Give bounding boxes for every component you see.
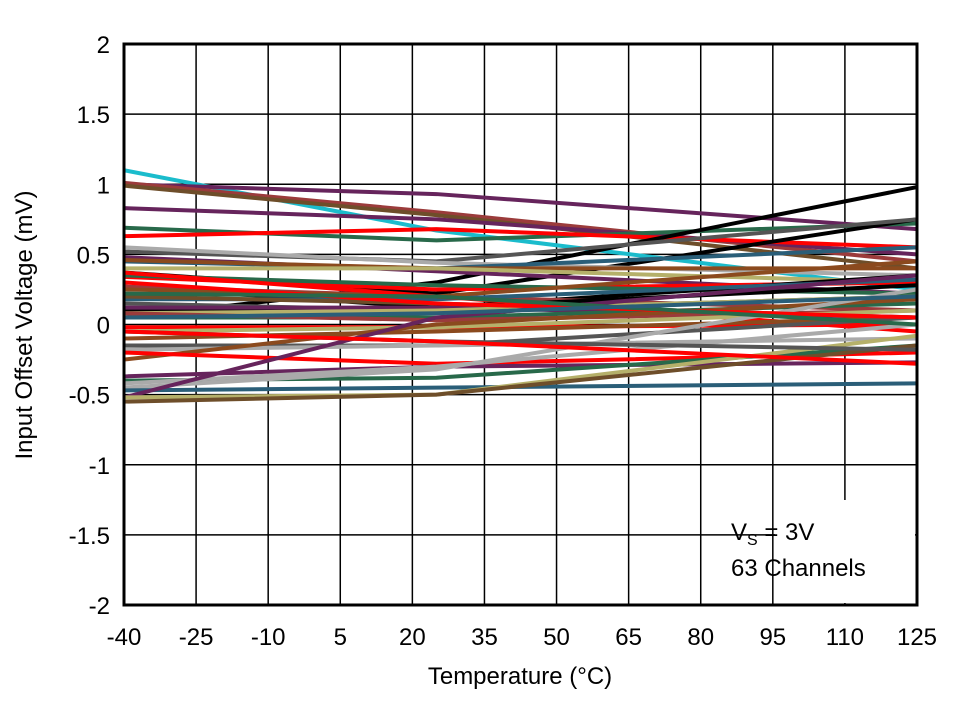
series-lines — [123, 168, 918, 404]
y-tick-label: 0 — [97, 313, 110, 340]
y-tick-label: -1.5 — [69, 523, 110, 550]
x-axis-title: Temperature (°C) — [428, 663, 612, 690]
annotation-supply: VS = 3V — [731, 519, 814, 549]
x-tick-label: -10 — [251, 624, 286, 651]
channel-line — [123, 291, 918, 327]
channel-line — [123, 297, 918, 362]
x-tick-label: -40 — [107, 624, 142, 651]
y-tick-label: 1.5 — [77, 102, 110, 129]
x-tick-label: 80 — [687, 624, 714, 651]
channel-line — [123, 273, 918, 400]
annotation-channels: 63 Channels — [731, 555, 866, 582]
x-tick-label: 125 — [897, 624, 937, 651]
x-tick-label: -25 — [179, 624, 214, 651]
channel-line — [123, 280, 918, 320]
y-tick-label: -0.5 — [69, 383, 110, 410]
y-tick-label: -1 — [89, 453, 110, 480]
channel-line — [123, 294, 918, 320]
x-tick-label: 20 — [399, 624, 426, 651]
channel-line — [123, 343, 918, 404]
y-tick-label: 1 — [97, 172, 110, 199]
annotation-box — [775, 500, 915, 603]
x-tick-label: 95 — [759, 624, 786, 651]
y-tick-label: 0.5 — [77, 242, 110, 269]
channel-line — [123, 360, 918, 379]
x-tick-label: 35 — [471, 624, 498, 651]
x-tick-label: 50 — [543, 624, 570, 651]
y-tick-labels: 2 1.5 1 0.5 0 -0.5 -1 -1.5 -2 — [69, 32, 110, 620]
y-tick-label: -2 — [89, 593, 110, 620]
channel-line — [123, 183, 918, 271]
y-axis-title: Input Offset Voltage (mV) — [11, 190, 38, 459]
plot-frame — [122, 42, 919, 607]
x-tick-labels: -40 -25 -10 5 20 35 50 65 80 95 110 125 — [107, 624, 937, 651]
channel-line — [123, 227, 918, 250]
y-tick-label: 2 — [97, 32, 110, 59]
x-tick-label: 5 — [334, 624, 347, 651]
channel-line — [123, 381, 918, 393]
channel-line — [123, 329, 918, 366]
x-tick-label: 110 — [826, 624, 864, 651]
channel-line — [124, 266, 918, 285]
x-tick-label: 65 — [615, 624, 642, 651]
channel-line — [123, 322, 918, 386]
